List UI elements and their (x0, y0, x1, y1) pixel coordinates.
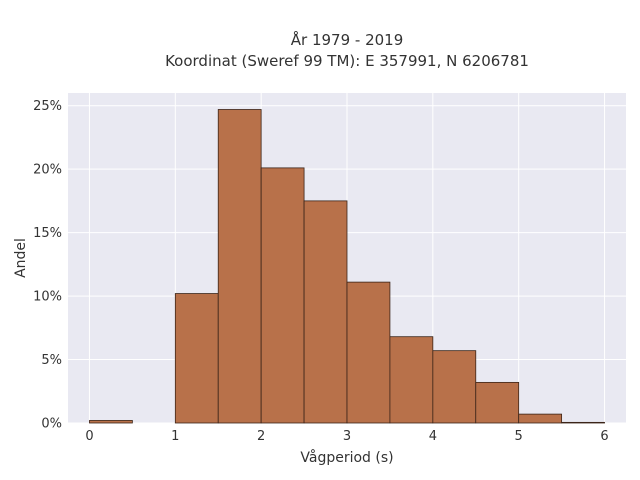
histogram-bar (561, 421, 605, 424)
histogram-bar (346, 281, 391, 424)
histogram-bar (303, 200, 348, 424)
histogram-bar (432, 350, 477, 424)
x-tick-label: 0 (85, 429, 93, 444)
x-tick-label: 1 (171, 429, 179, 444)
y-tick-label: 0% (41, 417, 62, 432)
y-tick-label: 5% (41, 353, 62, 368)
x-tick-label: 6 (600, 429, 608, 444)
y-axis-label: Andel (13, 238, 29, 278)
x-tick-label: 4 (429, 429, 437, 444)
histogram-bar (174, 293, 219, 424)
y-tick-labels: 0% 5% 10% 15% 20% 25% (33, 99, 62, 431)
x-tick-label: 3 (343, 429, 351, 444)
y-tick-label: 20% (33, 163, 62, 178)
x-tick-label: 5 (515, 429, 523, 444)
bars (89, 109, 605, 424)
y-tick-label: 10% (33, 290, 62, 305)
x-tick-labels: 0 1 2 3 4 5 6 (85, 429, 608, 444)
chart-title-line1: År 1979 - 2019 (291, 30, 404, 49)
chart-title-line2: Koordinat (Sweref 99 TM): E 357991, N 62… (165, 52, 529, 70)
histogram-bar (389, 336, 434, 424)
histogram-bar (217, 109, 262, 424)
y-tick-label: 25% (33, 99, 62, 114)
x-axis-label: Vågperiod (s) (300, 449, 393, 466)
y-tick-label: 15% (33, 226, 62, 241)
x-tick-label: 2 (257, 429, 265, 444)
histogram-bar (518, 413, 563, 424)
histogram-bar (260, 167, 305, 424)
histogram-bar (89, 420, 133, 424)
histogram-bar (475, 381, 520, 424)
